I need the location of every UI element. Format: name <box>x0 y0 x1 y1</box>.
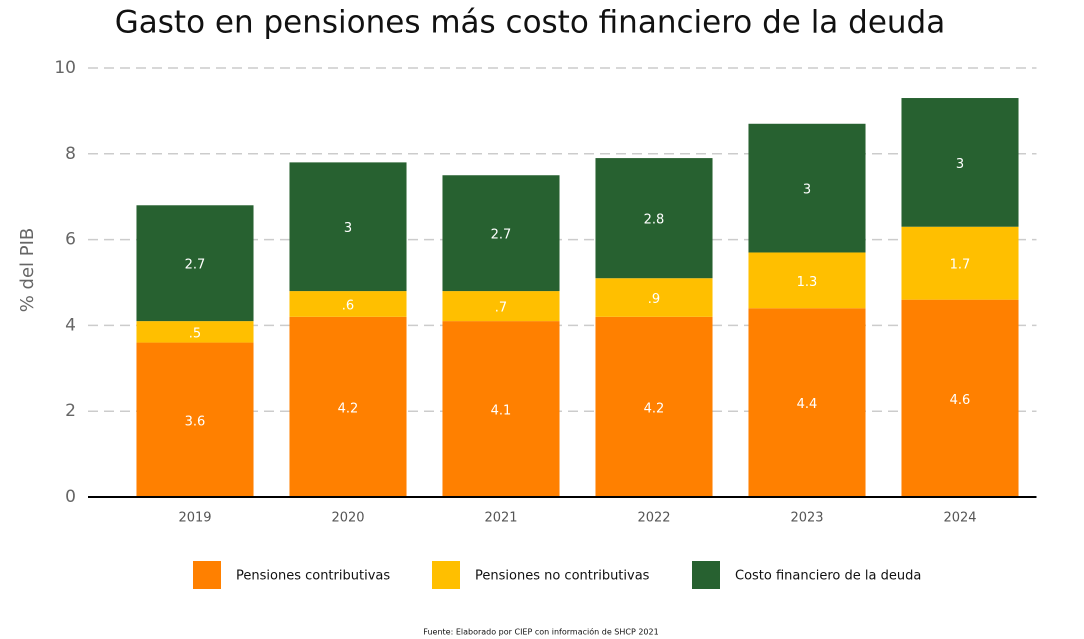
bar-segment <box>136 321 254 343</box>
legend-swatch <box>432 561 460 589</box>
bar-segment <box>595 158 713 279</box>
data-label: 2.7 <box>185 258 206 273</box>
data-label: .6 <box>342 298 354 313</box>
bar-segment <box>748 308 866 497</box>
bar-segment <box>442 291 560 322</box>
data-label: .7 <box>495 301 507 316</box>
x-tick-label: 2019 <box>178 511 211 526</box>
chart-title: Gasto en pensiones más costo financiero … <box>115 5 945 41</box>
data-label: 3 <box>956 157 964 172</box>
legend-label: Costo financiero de la deuda <box>735 569 921 584</box>
data-label: 4.6 <box>950 393 971 408</box>
y-axis-label: % del PIB <box>17 228 38 313</box>
legend-label: Pensiones no contributivas <box>475 569 650 584</box>
bar-segment <box>289 291 407 317</box>
data-label: .5 <box>189 326 201 341</box>
bar-segment <box>748 123 866 253</box>
bar-segment <box>901 299 1019 497</box>
y-tick-label: 2 <box>65 401 76 421</box>
data-label: 3 <box>803 183 811 198</box>
bar-segment <box>289 162 407 292</box>
y-tick-label: 10 <box>54 58 76 78</box>
x-tick-label: 2022 <box>637 511 670 526</box>
data-label: 3.6 <box>185 414 206 429</box>
data-label: 4.4 <box>797 397 818 412</box>
data-label: 4.2 <box>644 401 665 416</box>
data-label: 3 <box>344 221 352 236</box>
bar-segment <box>901 226 1019 300</box>
y-tick-label: 0 <box>65 487 76 507</box>
legend-label: Pensiones contributivas <box>236 569 390 584</box>
x-tick-label: 2024 <box>943 511 976 526</box>
y-tick-label: 4 <box>65 315 76 335</box>
x-tick-label: 2020 <box>331 511 364 526</box>
bar-segment <box>595 316 713 497</box>
bar-segment <box>901 98 1019 227</box>
y-tick-label: 6 <box>65 230 76 250</box>
x-tick-label: 2021 <box>484 511 517 526</box>
bar-segment <box>136 342 254 497</box>
y-tick-label: 8 <box>65 144 76 164</box>
x-tick-label: 2023 <box>790 511 823 526</box>
bar-segment <box>289 316 407 497</box>
bar-segment <box>136 205 254 322</box>
data-label: 1.7 <box>950 258 971 273</box>
bar-segment <box>595 278 713 317</box>
source: Fuente: Elaborado por CIEP con informaci… <box>423 627 658 637</box>
data-label: 4.1 <box>491 404 512 419</box>
legend-swatch <box>692 561 720 589</box>
data-label: 4.2 <box>338 401 359 416</box>
legend-swatch <box>193 561 221 589</box>
bar-segment <box>442 175 560 292</box>
bar-segment <box>748 252 866 309</box>
data-label: 2.7 <box>491 228 512 243</box>
data-label: .9 <box>648 292 660 307</box>
bar-segment <box>442 321 560 497</box>
data-label: 1.3 <box>797 275 818 290</box>
data-label: 2.8 <box>644 213 665 228</box>
